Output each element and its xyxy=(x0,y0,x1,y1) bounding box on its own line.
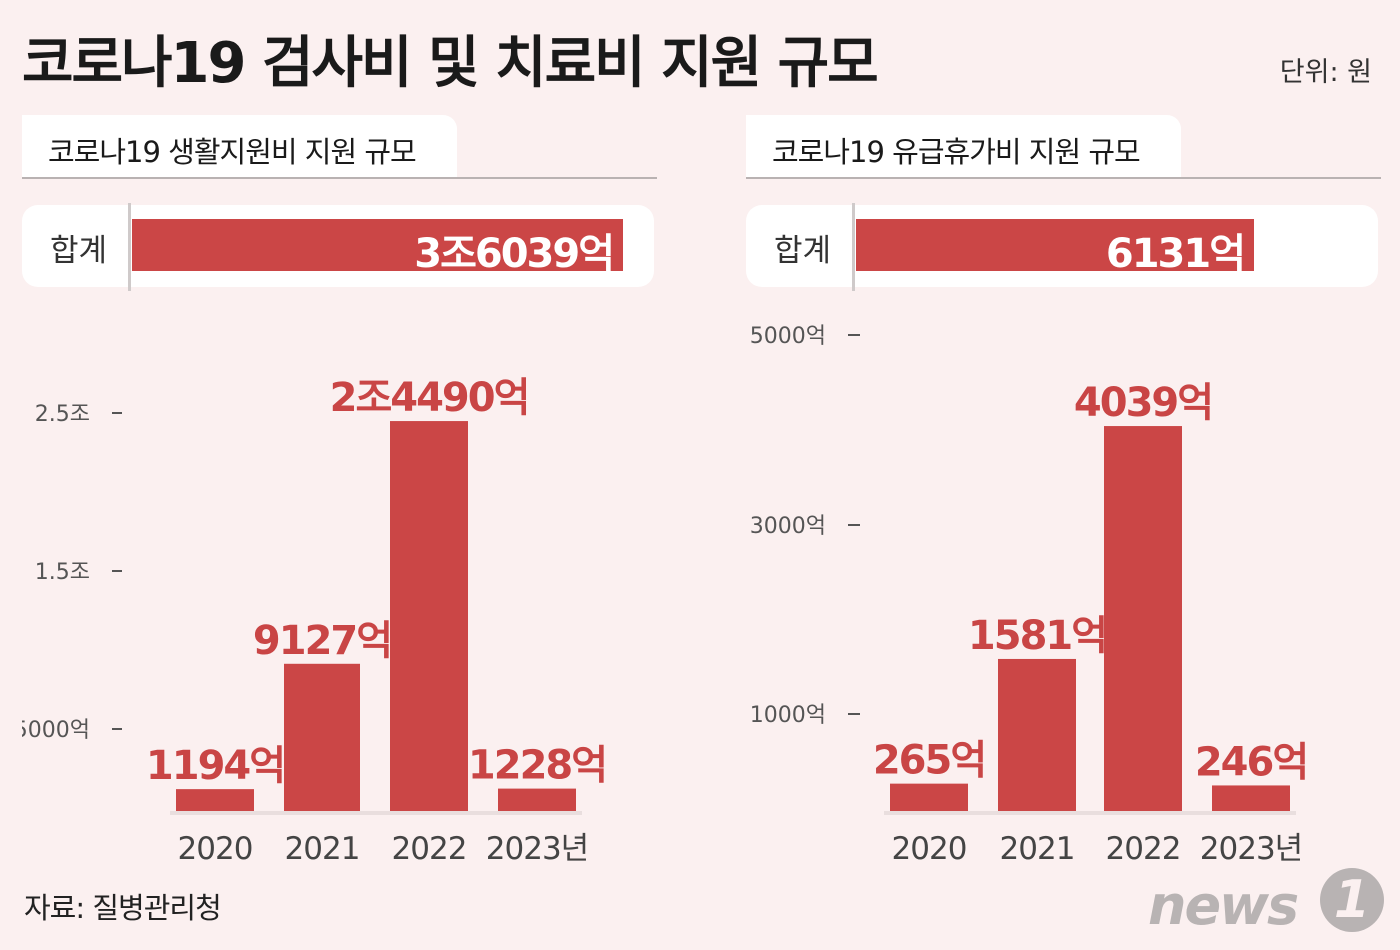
panel-title: 코로나19 유급휴가비 지원 규모 xyxy=(772,135,1141,169)
panel-title-tab: 코로나19 유급휴가비 지원 규모 xyxy=(746,115,1181,177)
bar-value-label: 1228억 xyxy=(468,743,606,789)
bar xyxy=(890,783,968,811)
unit-label: 단위: 원 xyxy=(1279,57,1372,88)
y-tick-label: 5000억 xyxy=(22,718,90,743)
bar xyxy=(1212,785,1290,811)
total-label: 합계 xyxy=(774,233,832,269)
y-tick-label: 1.5조 xyxy=(35,560,90,585)
panel-living-support: 코로나19 생활지원비 지원 규모 합계 3조6039억 2.5조 1.5조 500… xyxy=(22,115,657,885)
bar xyxy=(284,663,360,811)
bar-value-label: 246억 xyxy=(1195,739,1307,785)
x-category-label: 2023년 xyxy=(486,831,588,865)
total-value: 3조6039억 xyxy=(414,231,615,277)
x-category-label: 2020 xyxy=(178,831,253,865)
x-category-label: 2022 xyxy=(1106,831,1181,865)
divider xyxy=(22,177,657,179)
bar-value-label: 1581억 xyxy=(968,613,1106,659)
logo-badge: 1 xyxy=(1320,868,1384,932)
page-title: 코로나19 검사비 및 치료비 지원 규모 xyxy=(22,31,879,96)
x-category-label: 2021 xyxy=(285,831,360,865)
y-tick-label: 2.5조 xyxy=(35,402,90,427)
panel-paid-leave: 코로나19 유급휴가비 지원 규모 합계 6131억 5000억 3000억 100… xyxy=(746,115,1381,885)
total-label: 합계 xyxy=(50,233,108,269)
baseline xyxy=(884,811,1296,815)
bar-value-label: 4039억 xyxy=(1074,380,1212,426)
x-category-label: 2023년 xyxy=(1200,831,1302,865)
bar-chart: 5000억 3000억 1000억 265억 2020 1581억 2021 4039억 202… xyxy=(750,324,1309,865)
divider xyxy=(746,177,1381,179)
source-note: 자료: 질병관리청 xyxy=(24,891,222,925)
bar-value-label: 9127억 xyxy=(253,618,391,664)
baseline xyxy=(170,811,582,815)
bar-value-label: 265억 xyxy=(873,738,985,784)
bar-chart: 2.5조 1.5조 5000억 1194억 2020 9127억 2021 2조4490억 20… xyxy=(22,375,608,865)
bar-value-label: 2조4490억 xyxy=(330,375,529,421)
bar xyxy=(176,789,254,811)
logo-text: news xyxy=(1148,874,1299,937)
bar xyxy=(998,658,1076,811)
bar xyxy=(498,788,576,811)
x-category-label: 2022 xyxy=(392,831,467,865)
x-category-label: 2021 xyxy=(1000,831,1075,865)
total-box: 합계 6131억 xyxy=(746,203,1378,291)
total-bar: 6131억 xyxy=(856,219,1254,277)
panel-title: 코로나19 생활지원비 지원 규모 xyxy=(48,135,417,169)
total-axis-line xyxy=(852,203,855,291)
news1-logo: news 1 xyxy=(1148,866,1388,938)
total-axis-line xyxy=(128,203,131,291)
bar xyxy=(1104,426,1182,811)
x-category-label: 2020 xyxy=(892,831,967,865)
y-tick-label: 5000억 xyxy=(750,324,826,349)
bar xyxy=(390,421,468,811)
y-tick-label: 1000억 xyxy=(750,703,826,728)
y-tick-label: 3000억 xyxy=(750,514,826,539)
total-bar: 3조6039억 xyxy=(132,219,623,277)
bar-value-label: 1194억 xyxy=(146,743,284,789)
total-box: 합계 3조6039억 xyxy=(22,203,654,291)
panel-title-tab: 코로나19 생활지원비 지원 규모 xyxy=(22,115,457,177)
total-value: 6131억 xyxy=(1105,231,1246,277)
